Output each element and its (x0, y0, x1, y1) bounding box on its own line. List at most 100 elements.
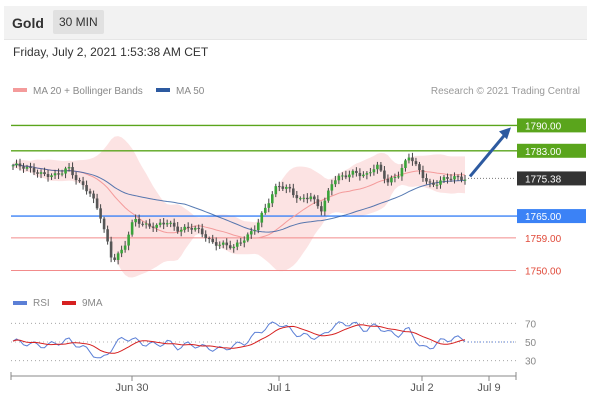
candle-body (383, 170, 386, 179)
candle-body (85, 185, 88, 192)
x-tick-label: Jul 9 (477, 382, 500, 394)
x-tick-label: Jul 2 (410, 382, 433, 394)
legend-swatch-ma20 (13, 88, 27, 92)
legend-label-ma20: MA 20 + Bollinger Bands (33, 86, 143, 97)
candle-body (32, 167, 36, 173)
candle-body (232, 246, 236, 249)
candle-body (435, 184, 439, 186)
candle-body (141, 223, 144, 225)
bollinger-bands (13, 136, 465, 278)
candle-body (379, 164, 383, 171)
level-label-1750.00: 1750.00 (525, 266, 562, 277)
candle-body (193, 227, 197, 230)
candle-body (50, 175, 53, 178)
candle-body (190, 228, 193, 230)
candle-body (327, 190, 330, 201)
candle-body (29, 167, 32, 169)
candle-body (407, 157, 411, 161)
candle-body (365, 173, 369, 175)
candle-body (277, 186, 281, 188)
candle-body (463, 179, 467, 181)
candle-body (22, 166, 25, 169)
ma50-line (12, 163, 466, 233)
moving-averages (12, 163, 466, 239)
candle-body (127, 234, 130, 246)
candle-body (71, 167, 74, 176)
candle-body (253, 230, 257, 232)
candle-body (176, 226, 179, 232)
candle-body (134, 218, 137, 223)
candle-body (306, 197, 309, 200)
candle-body (123, 245, 127, 250)
candle-body (292, 188, 295, 196)
candle-body (460, 176, 463, 180)
candle-body (411, 157, 414, 162)
legend: MA 20 + Bollinger Bands MA 50 Research ©… (13, 86, 580, 97)
candle-body (267, 203, 271, 208)
candle-body (179, 229, 183, 232)
candle-body (376, 164, 379, 170)
candle-body (313, 196, 316, 200)
level-box-1790.00 (517, 118, 586, 133)
candle-body (218, 244, 222, 246)
candle-body (225, 242, 229, 246)
candle-body (11, 165, 15, 167)
candle-body (299, 198, 302, 200)
candle-body (295, 195, 299, 199)
candle-body (130, 222, 134, 235)
bollinger-band-area (13, 136, 465, 278)
candle-body (453, 176, 456, 180)
ma9-legend-swatch (62, 301, 76, 305)
candle-body (260, 212, 264, 223)
candle-body (418, 164, 421, 171)
level-box-1765.00 (517, 209, 586, 224)
candle-body (25, 167, 29, 169)
candle-body (172, 222, 176, 227)
candle-body (88, 191, 92, 194)
candle-body (263, 207, 267, 213)
candle-body (15, 163, 18, 166)
candle-body (18, 163, 22, 167)
candle-body (116, 253, 120, 260)
chart-header: Gold 30 MIN (4, 6, 587, 40)
candle-body (109, 241, 113, 258)
instrument-title: Gold (12, 15, 44, 31)
last-price-box (517, 171, 586, 186)
copyright: Research © 2021 Trading Central (431, 86, 580, 97)
last-price-label: 1775.38 (525, 174, 562, 185)
candles (11, 152, 467, 265)
level-box-1783.00 (517, 143, 586, 158)
candle-body (60, 173, 64, 175)
candle-body (288, 186, 292, 189)
candle-body (36, 172, 39, 174)
level-label-1790.00: 1790.00 (525, 121, 562, 132)
candle-body (211, 238, 215, 243)
rsi-tick-70: 70 (525, 319, 537, 330)
candle-body (400, 167, 404, 177)
candle-body (316, 199, 320, 207)
candle-body (355, 170, 358, 173)
candle-body (57, 173, 60, 175)
candle-body (446, 177, 449, 179)
timeframe-button[interactable]: 30 MIN (53, 10, 104, 34)
candle-body (102, 218, 106, 230)
candle-body (207, 238, 211, 240)
candle-body (302, 197, 306, 199)
candle-body (106, 229, 109, 242)
candle-body (404, 160, 407, 168)
candle-body (309, 196, 313, 200)
target-arrow-shaft (468, 132, 508, 178)
candle-body (235, 242, 239, 247)
candle-body (249, 231, 253, 235)
candle-body (165, 223, 169, 225)
candle-body (197, 227, 201, 229)
candle-body (137, 218, 141, 224)
candle-body (285, 186, 288, 189)
candle-body (281, 186, 285, 189)
legend-swatch-ma50 (156, 88, 170, 92)
candle-body (344, 175, 348, 178)
rsi-panel: 70 50 30 (11, 319, 537, 368)
candle-body (323, 200, 327, 212)
